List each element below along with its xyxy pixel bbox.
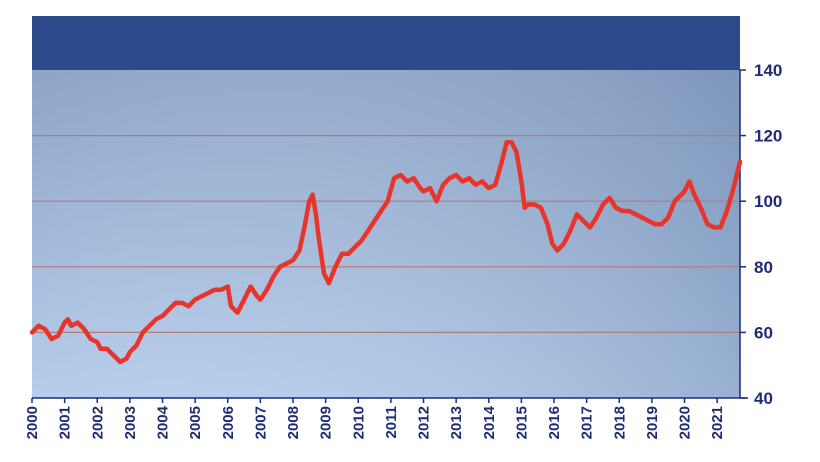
y-tick-label-40: 40	[754, 389, 773, 408]
axes	[31, 69, 748, 403]
plot-shade	[32, 70, 740, 398]
x-tick-label-2021: 2021	[709, 406, 726, 439]
x-tick-label-2014: 2014	[481, 405, 498, 439]
x-tick-label-2006: 2006	[220, 406, 237, 439]
x-tick-label-2000: 2000	[24, 406, 41, 439]
series-layer	[29, 139, 743, 365]
x-tick-label-2007: 2007	[252, 406, 269, 439]
x-tick-label-2012: 2012	[416, 406, 433, 439]
series-line-0	[29, 139, 743, 365]
x-tick-label-2004: 2004	[155, 405, 172, 439]
x-tick-label-2019: 2019	[644, 406, 661, 439]
y-tick-label-80: 80	[754, 258, 773, 277]
x-tick-label-2003: 2003	[122, 406, 139, 439]
x-tick-label-2002: 2002	[89, 406, 106, 439]
x-tick-label-2009: 2009	[318, 406, 335, 439]
x-tick-label-2018: 2018	[611, 406, 628, 439]
x-tick-label-2016: 2016	[546, 406, 563, 439]
y-tick-label-140: 140	[754, 61, 782, 80]
x-tick-label-2013: 2013	[448, 406, 465, 439]
y-tick-label-60: 60	[754, 323, 773, 342]
x-tick-label-2020: 2020	[677, 406, 694, 439]
y-tick-labels: 40 60 80 100 120 140	[754, 61, 782, 408]
x-tick-label-2010: 2010	[350, 406, 367, 439]
y-tick-label-100: 100	[754, 192, 782, 211]
x-tick-label-2011: 2011	[383, 406, 400, 439]
x-tick-labels: 2000 2001 2002 2003 2004 2005 2006 2007 2008 2009…	[24, 405, 726, 439]
x-tick-label-2001: 2001	[57, 406, 74, 439]
chart-header-band	[32, 16, 740, 70]
x-tick-label-2005: 2005	[187, 406, 204, 439]
y-tick-label-120: 120	[754, 127, 782, 146]
x-tick-label-2015: 2015	[513, 406, 530, 439]
x-tick-label-2017: 2017	[579, 406, 596, 439]
x-tick-label-2008: 2008	[285, 406, 302, 439]
